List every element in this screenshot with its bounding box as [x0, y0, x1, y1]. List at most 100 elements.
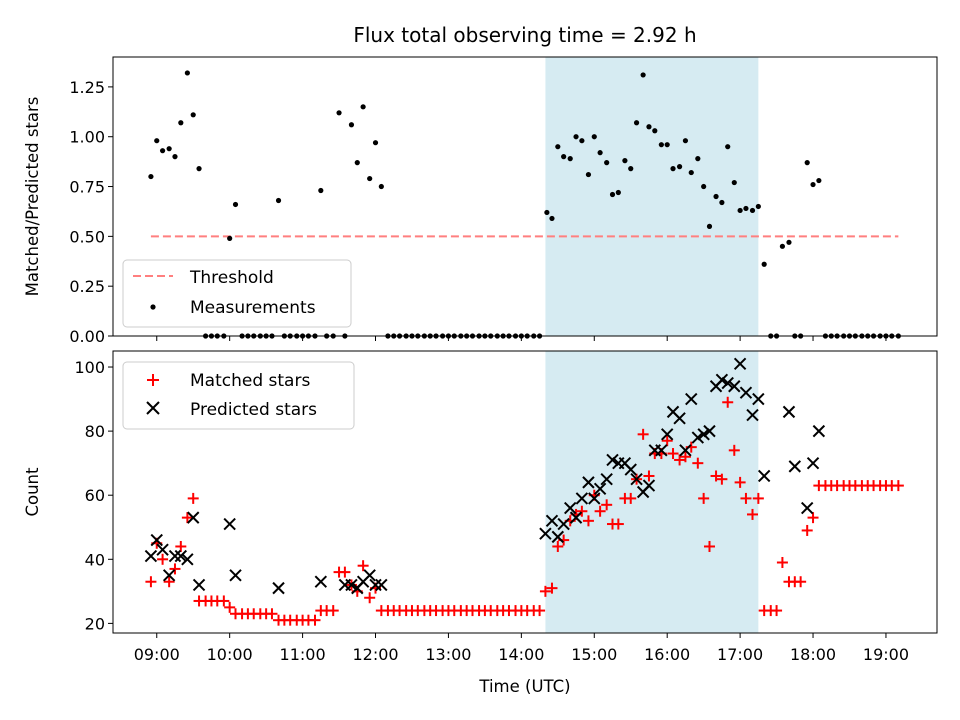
predicted-point	[660, 428, 674, 441]
matched-point	[801, 524, 813, 536]
bottom-panel-frame	[112, 350, 938, 634]
measurement-point	[640, 72, 646, 78]
matched-point	[163, 576, 175, 588]
predicted-point	[557, 517, 570, 531]
measurement-point	[628, 166, 634, 172]
matched-point	[752, 492, 764, 504]
measurement-point	[646, 124, 652, 130]
predicted-point	[229, 569, 242, 582]
predicted-point	[375, 578, 388, 592]
measurement-point	[701, 183, 707, 190]
matched-point	[728, 444, 740, 456]
x-axis-label: Time (UTC)	[478, 677, 570, 696]
x-tick-label: 18:00	[790, 645, 836, 664]
matched-point	[266, 608, 278, 620]
measurement-point	[633, 120, 640, 126]
matched-point	[740, 492, 752, 504]
measurement-point	[597, 150, 603, 156]
x-tick-label: 17:00	[717, 645, 763, 664]
matched-point	[716, 473, 728, 485]
measurement-point	[148, 173, 154, 180]
measurement-points	[148, 70, 901, 339]
top-legend-box	[122, 259, 352, 328]
matched-point	[339, 566, 351, 578]
x-tick-label: 14:00	[498, 645, 544, 664]
measurement-point	[196, 166, 202, 172]
matched-point	[224, 601, 236, 613]
matched-point	[157, 553, 169, 565]
matched-point	[771, 605, 783, 617]
predicted-point	[606, 453, 619, 467]
matched-point	[703, 540, 715, 552]
measurement-point	[159, 148, 166, 154]
measurement-point	[682, 138, 689, 144]
predicted-point	[739, 386, 753, 399]
y-tick-label: 1.25	[69, 78, 105, 97]
predicted-point	[788, 460, 802, 473]
bottom-panel: 20 40 60 80 100 09:00 10:00 11:00 12:00 13:00 14:…	[23, 350, 938, 696]
measurement-point	[810, 181, 816, 188]
matched-point	[722, 396, 734, 408]
measurement-point	[166, 146, 172, 152]
predicted-point	[630, 472, 643, 486]
measurement-point	[658, 142, 664, 148]
predicted-point	[582, 476, 595, 489]
predicted-point	[685, 392, 698, 406]
predicted-point	[545, 514, 559, 528]
predicted-point	[144, 549, 158, 563]
measurement-point	[676, 164, 683, 170]
matched-point	[710, 470, 722, 482]
predicted-point	[697, 428, 710, 441]
x-tick-label: 11:00	[280, 645, 326, 664]
matched-point	[625, 492, 637, 504]
matched-point	[181, 512, 193, 524]
matched-point	[169, 563, 181, 575]
measurement-point	[348, 122, 355, 128]
top-y-ticks: 0.00 0.25 0.50 0.75 1.00 1.25	[69, 78, 113, 346]
measurement-point	[336, 110, 342, 116]
predicted-point	[746, 408, 759, 422]
predicted-point	[806, 456, 820, 470]
predicted-point	[272, 581, 285, 595]
measurement-point	[585, 171, 592, 178]
measurement-point	[318, 187, 324, 194]
predicted-point	[551, 530, 565, 544]
measurement-point	[688, 169, 694, 176]
matched-point	[218, 595, 230, 607]
measurement-point	[227, 235, 233, 241]
bottom-y-ticks: 20 40 60 80 100	[74, 358, 113, 633]
matched-point	[667, 448, 679, 460]
count-points	[144, 357, 904, 626]
matched-point	[145, 576, 157, 588]
predicted-point	[757, 469, 771, 483]
predicted-point	[181, 553, 194, 566]
top-panel-frame	[112, 56, 938, 337]
y-tick-label: 80	[85, 422, 105, 441]
bottom-legend: Matched stars Predicted stars	[122, 361, 355, 430]
measurement-point	[664, 142, 670, 148]
measurement-point	[178, 120, 184, 126]
measurement-point	[367, 175, 373, 182]
measurement-point	[622, 158, 628, 164]
predicted-point	[156, 543, 169, 556]
top-x-ticks	[156, 336, 887, 341]
measurement-point	[232, 201, 239, 208]
measurement-point	[609, 191, 616, 198]
measurement-point	[573, 134, 579, 140]
predicted-point	[800, 501, 814, 515]
matched-point	[637, 428, 649, 440]
measurement-point	[755, 203, 761, 210]
measurement-point	[743, 205, 749, 212]
measurement-point	[190, 112, 196, 118]
predicted-point	[539, 527, 552, 540]
predicted-point	[782, 405, 796, 419]
measurement-point	[786, 239, 792, 245]
matched-point	[175, 540, 187, 552]
x-tick-label: 16:00	[644, 645, 690, 664]
predicted-point	[168, 549, 182, 563]
measurement-point	[816, 177, 822, 184]
measurement-point	[579, 138, 585, 144]
measurement-point	[761, 261, 767, 267]
predicted-point	[575, 492, 589, 505]
matched-point	[612, 518, 624, 530]
